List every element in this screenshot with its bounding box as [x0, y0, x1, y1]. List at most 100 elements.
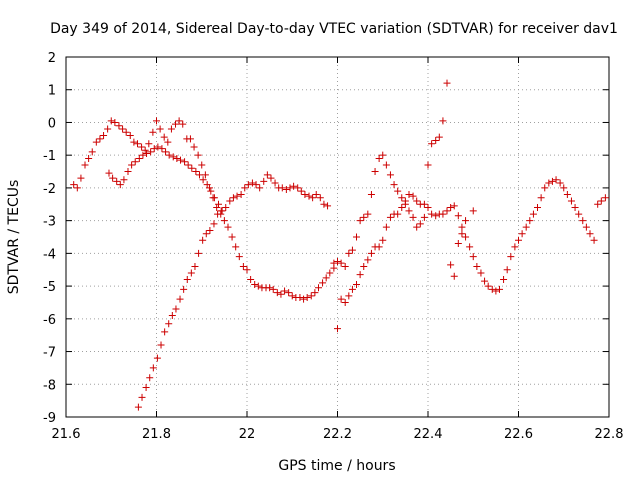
- data-point: [341, 262, 349, 270]
- data-point: [552, 176, 560, 184]
- data-point: [81, 161, 89, 169]
- data-point: [286, 184, 294, 192]
- data-point: [126, 132, 134, 140]
- data-point: [233, 192, 241, 200]
- data-point: [124, 168, 132, 176]
- data-point: [386, 171, 394, 179]
- data-point: [277, 290, 285, 298]
- data-point: [285, 289, 293, 297]
- data-point: [322, 274, 330, 282]
- data-point: [195, 249, 203, 257]
- data-point: [158, 145, 166, 153]
- y-tick-label: -2: [43, 182, 56, 197]
- y-axis-title: SDTVAR / TECUs: [6, 180, 22, 295]
- data-point: [413, 197, 421, 205]
- data-point: [128, 161, 136, 169]
- data-point: [147, 148, 155, 156]
- data-point: [167, 125, 175, 133]
- data-point: [135, 154, 143, 162]
- data-point: [560, 184, 568, 192]
- data-point: [360, 262, 368, 270]
- data-point: [294, 184, 302, 192]
- data-point: [541, 184, 549, 192]
- data-point: [394, 187, 402, 195]
- data-point: [305, 192, 313, 200]
- data-point: [337, 295, 345, 303]
- data-point: [435, 133, 443, 141]
- data-point: [168, 312, 176, 320]
- data-point: [495, 285, 503, 293]
- data-point: [477, 269, 485, 277]
- x-tick-label: 21.8: [142, 427, 171, 442]
- x-tick-label: 22.8: [595, 427, 624, 442]
- data-point: [348, 246, 356, 254]
- data-point: [273, 289, 281, 297]
- data-point: [390, 181, 398, 189]
- data-point: [364, 210, 372, 218]
- data-point: [594, 200, 602, 208]
- data-point: [138, 393, 146, 401]
- data-point: [278, 184, 286, 192]
- data-point: [353, 280, 361, 288]
- data-point: [447, 204, 455, 212]
- data-point: [120, 176, 128, 184]
- data-point: [462, 233, 470, 241]
- y-tick-label: -9: [43, 411, 56, 426]
- y-tick-label: 0: [48, 116, 56, 131]
- data-point: [334, 325, 341, 333]
- data-point: [282, 186, 290, 194]
- data-point: [401, 200, 409, 208]
- data-point: [545, 179, 553, 187]
- data-point: [157, 341, 165, 349]
- data-point: [556, 179, 564, 187]
- data-point: [345, 292, 353, 300]
- data-point: [345, 249, 353, 257]
- y-tick-label: -8: [43, 378, 56, 393]
- data-point: [184, 161, 192, 169]
- data-point: [138, 143, 146, 151]
- data-point: [179, 120, 187, 128]
- data-point: [266, 284, 274, 292]
- data-point: [597, 197, 605, 205]
- data-point: [439, 117, 447, 125]
- data-point: [146, 374, 154, 382]
- data-point: [511, 243, 519, 251]
- data-point: [311, 289, 319, 297]
- data-point: [252, 181, 260, 189]
- data-point: [484, 282, 492, 290]
- data-point: [164, 138, 172, 146]
- data-point: [301, 190, 309, 198]
- data-point: [297, 187, 305, 195]
- data-point: [424, 161, 432, 169]
- data-point: [586, 230, 594, 238]
- data-point: [160, 133, 168, 141]
- data-point: [206, 226, 214, 234]
- y-tick-label: -1: [43, 149, 56, 164]
- data-point: [312, 190, 320, 198]
- data-point: [254, 282, 262, 290]
- data-point: [109, 174, 117, 182]
- data-point: [367, 249, 375, 257]
- data-point: [263, 171, 271, 179]
- data-point: [172, 305, 180, 313]
- data-point: [243, 266, 251, 274]
- data-point: [309, 194, 317, 202]
- data-point: [439, 210, 447, 218]
- data-point: [119, 125, 127, 133]
- y-tick-label: -3: [43, 215, 56, 230]
- data-point: [454, 212, 462, 220]
- data-point: [134, 403, 142, 411]
- data-point: [113, 177, 121, 185]
- data-point: [269, 285, 277, 293]
- data-point: [522, 223, 530, 231]
- data-point: [187, 269, 195, 277]
- data-point: [443, 207, 451, 215]
- y-tick-label: 1: [48, 84, 56, 99]
- y-tick-label: -6: [43, 313, 56, 328]
- data-point: [367, 190, 375, 198]
- data-point: [469, 207, 477, 215]
- data-points: [70, 79, 609, 411]
- data-point: [244, 181, 252, 189]
